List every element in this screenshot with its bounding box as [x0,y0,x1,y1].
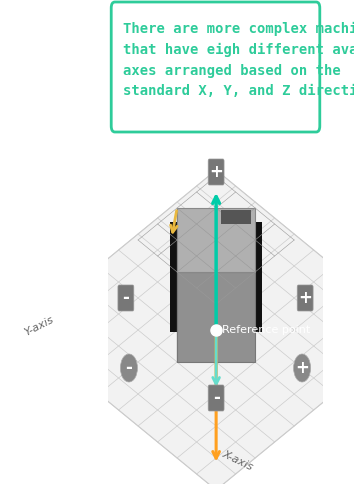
Text: -: - [213,389,219,407]
Polygon shape [113,258,187,365]
Text: Y-axis: Y-axis [23,315,56,338]
FancyBboxPatch shape [208,385,224,411]
FancyBboxPatch shape [208,159,224,185]
Text: +: + [298,289,312,307]
Polygon shape [177,208,255,272]
Text: -: - [122,289,129,307]
Polygon shape [244,258,319,365]
Polygon shape [177,272,255,362]
Polygon shape [216,262,264,360]
FancyBboxPatch shape [297,285,313,311]
Text: Reference point: Reference point [222,325,310,335]
Text: +: + [209,163,223,181]
FancyBboxPatch shape [111,2,320,132]
Text: There are more complex machines
that have eigh different available
axes arranged: There are more complex machines that hav… [124,22,354,98]
Polygon shape [21,170,354,484]
Text: X-axis: X-axis [221,449,255,472]
Circle shape [120,354,137,382]
Bar [170,222,262,332]
Bar [221,210,251,224]
Text: +: + [295,359,309,377]
Polygon shape [169,262,216,360]
Polygon shape [185,388,245,448]
Text: -: - [125,359,132,377]
FancyBboxPatch shape [118,285,134,311]
Circle shape [293,354,311,382]
